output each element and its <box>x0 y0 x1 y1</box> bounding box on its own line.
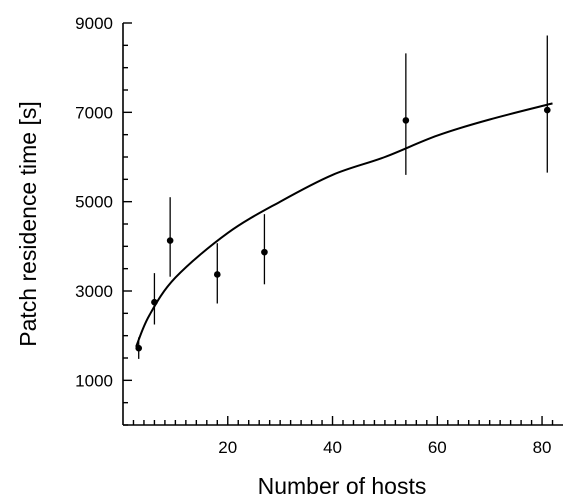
y-tick-label: 7000 <box>75 103 113 122</box>
fit-curve <box>135 102 553 348</box>
data-point <box>166 237 174 244</box>
x-axis-title: Number of hosts <box>258 473 427 499</box>
axes <box>122 23 563 426</box>
data-point <box>261 248 268 256</box>
y-tick-label: 9000 <box>75 14 113 33</box>
ticks: 1000 3000 5000 7000 9000 20 40 60 80 <box>75 14 554 457</box>
data-point <box>543 106 551 114</box>
y-tick-label: 1000 <box>75 371 113 390</box>
points-group <box>135 35 551 359</box>
data-point <box>151 298 158 306</box>
x-tick-label: 80 <box>533 438 552 457</box>
data-point <box>135 344 143 352</box>
fit-curve-group <box>135 102 553 348</box>
data-point <box>213 271 221 278</box>
y-tick-label: 5000 <box>75 193 113 212</box>
data-point <box>402 117 410 124</box>
y-axis-title: Patch residence time [s] <box>15 101 41 346</box>
x-tick-label: 40 <box>323 438 342 457</box>
y-tick-label: 3000 <box>75 282 113 301</box>
x-tick-label: 20 <box>218 438 237 457</box>
x-tick-label: 60 <box>428 438 447 457</box>
